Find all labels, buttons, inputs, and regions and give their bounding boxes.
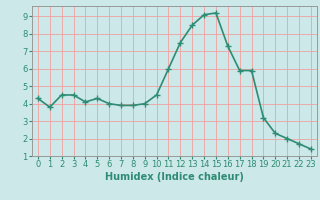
X-axis label: Humidex (Indice chaleur): Humidex (Indice chaleur) (105, 172, 244, 182)
